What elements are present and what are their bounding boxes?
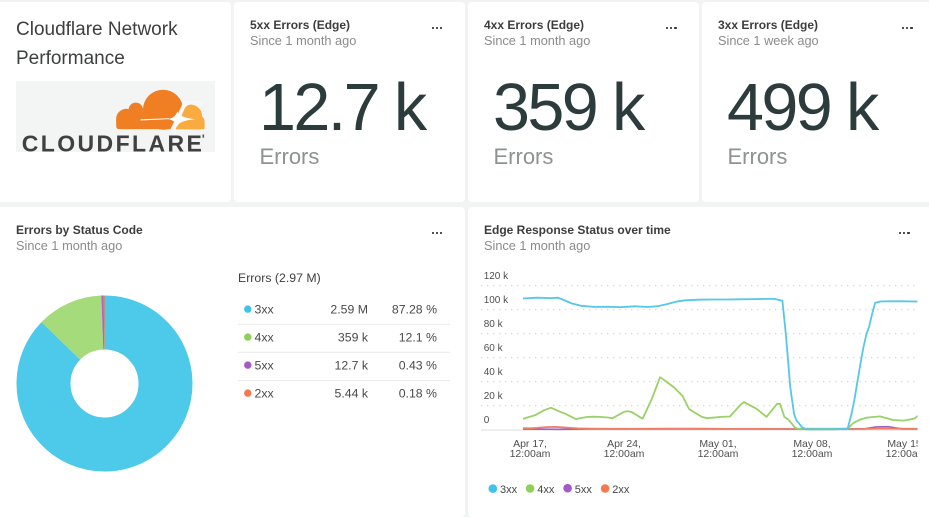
svg-text:12:00am: 12:00am bbox=[604, 447, 645, 459]
svg-text:5xx: 5xx bbox=[575, 483, 593, 495]
svg-text:12:00am: 12:00am bbox=[510, 447, 551, 459]
svg-text:0: 0 bbox=[484, 414, 490, 425]
svg-text:40 k: 40 k bbox=[484, 366, 504, 377]
svg-text:2xx: 2xx bbox=[612, 483, 630, 495]
svg-text:12:00am: 12:00am bbox=[886, 447, 927, 459]
svg-text:May 15,: May 15, bbox=[887, 438, 924, 450]
svg-text:0.43 %: 0.43 % bbox=[399, 358, 437, 372]
svg-text:12:00am: 12:00am bbox=[792, 447, 833, 459]
svg-text:87.28 %: 87.28 % bbox=[392, 302, 437, 316]
svg-text:May 08,: May 08, bbox=[793, 438, 830, 450]
svg-text:359 k: 359 k bbox=[338, 330, 369, 344]
svg-text:Apr 17,: Apr 17, bbox=[513, 438, 547, 450]
svg-text:5.44 k: 5.44 k bbox=[335, 386, 369, 400]
svg-text:80 k: 80 k bbox=[484, 318, 504, 329]
svg-text:120 k: 120 k bbox=[484, 270, 509, 281]
svg-text:Apr 24,: Apr 24, bbox=[607, 438, 641, 450]
svg-text:12.1 %: 12.1 % bbox=[399, 330, 437, 344]
svg-text:60 k: 60 k bbox=[484, 342, 504, 353]
svg-text:12.7 k: 12.7 k bbox=[335, 358, 369, 372]
svg-text:CLOUDFLARE: CLOUDFLARE bbox=[22, 130, 204, 152]
svg-text:May 01,: May 01, bbox=[699, 438, 736, 450]
svg-text:3xx: 3xx bbox=[255, 302, 275, 316]
svg-text:5xx: 5xx bbox=[255, 358, 275, 372]
svg-text:Errors (2.97 M): Errors (2.97 M) bbox=[238, 271, 321, 285]
svg-text:2.59 M: 2.59 M bbox=[330, 302, 368, 316]
svg-text:100 k: 100 k bbox=[484, 294, 509, 305]
svg-text:12:00am: 12:00am bbox=[698, 447, 739, 459]
svg-text:20 k: 20 k bbox=[484, 390, 504, 401]
svg-text:4xx: 4xx bbox=[537, 483, 555, 495]
svg-text:2xx: 2xx bbox=[255, 386, 275, 400]
svg-text:0.18 %: 0.18 % bbox=[399, 386, 437, 400]
svg-text:4xx: 4xx bbox=[255, 330, 275, 344]
svg-text:3xx: 3xx bbox=[500, 483, 518, 495]
